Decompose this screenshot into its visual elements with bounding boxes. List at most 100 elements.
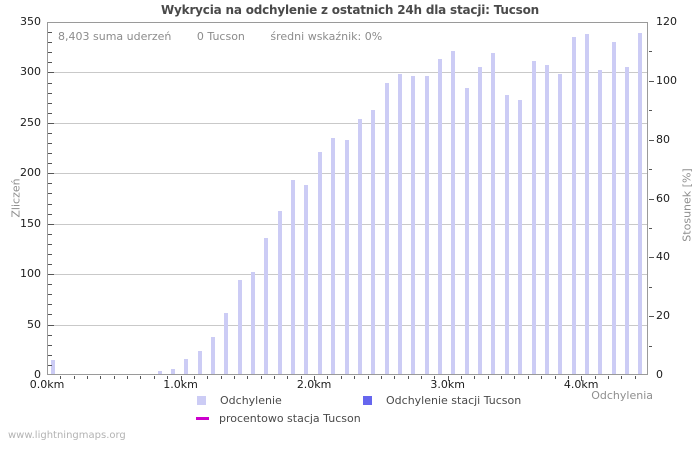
left-axis-tick (48, 314, 52, 316)
bar (224, 313, 229, 374)
bar (544, 65, 549, 374)
bar (491, 53, 496, 374)
y-axis-label-left: Zliczeń (9, 178, 23, 218)
bar (464, 88, 469, 374)
left-axis-tick (48, 92, 52, 94)
x-axis-tick (514, 376, 515, 379)
footer-url: www.lightningmaps.org (8, 430, 126, 441)
left-axis-tick-label: 150 (20, 216, 41, 230)
left-axis-tick (48, 203, 52, 205)
right-axis-tick-label: 40 (656, 250, 670, 264)
bar (344, 140, 349, 374)
right-axis-tick (649, 110, 652, 112)
bar (438, 59, 442, 374)
bar (478, 67, 483, 374)
bar (424, 76, 429, 374)
right-axis-tick-label: 80 (656, 132, 670, 146)
left-axis-tick (48, 213, 52, 215)
summary-total-strikes: 8,403 suma uderzeń (58, 30, 172, 43)
left-axis-tick (48, 294, 52, 296)
right-axis-tick (649, 316, 654, 318)
x-axis-title: Odchylenia (591, 389, 653, 402)
right-axis-tick (649, 286, 652, 288)
left-axis-tick (48, 233, 52, 235)
gridline (48, 122, 647, 124)
x-axis-tick (301, 376, 302, 379)
x-axis-tick (621, 376, 622, 379)
x-axis-tick (408, 376, 409, 379)
left-axis-tick (48, 32, 52, 34)
deviation-swatch-icon (197, 396, 206, 405)
right-axis-tick (649, 257, 654, 259)
chart-title: Wykrycia na odchylenie z ostatnich 24h d… (161, 3, 539, 17)
x-axis-tick (274, 376, 275, 379)
left-axis-tick (48, 364, 52, 366)
left-axis-tick (48, 143, 52, 145)
left-axis-tick (48, 284, 52, 286)
left-axis-tick (48, 82, 52, 84)
legend-item-deviation: Odchylenie (197, 394, 282, 407)
legend-label-percent-station: procentowo stacja Tucson (219, 412, 361, 425)
left-axis-tick-label: 350 (20, 15, 41, 28)
left-axis-tick (48, 112, 52, 114)
left-axis-tick (48, 304, 52, 306)
x-axis-tick (221, 376, 222, 379)
summary-average-ratio: średni wskaźnik: 0% (270, 30, 383, 43)
left-axis-tick (48, 193, 52, 195)
left-axis-tick (48, 173, 54, 175)
x-axis-tick (421, 376, 422, 379)
bar (317, 152, 322, 374)
left-axis-tick (48, 223, 54, 225)
x-axis-tick (341, 376, 342, 379)
bar (331, 138, 336, 374)
bar (304, 185, 309, 374)
x-axis-tick (287, 376, 288, 379)
bar (237, 280, 242, 374)
x-axis-tick (608, 376, 609, 379)
right-axis-tick (649, 198, 654, 200)
y-axis-label-right: Stosunek [%] (680, 168, 694, 242)
left-axis-tick-label: 0 (34, 368, 41, 381)
x-axis-tick (314, 376, 315, 381)
right-axis-tick-label: 100 (656, 73, 677, 87)
left-axis-tick (48, 42, 52, 44)
bar (584, 34, 589, 374)
x-axis-tick (207, 376, 208, 379)
bar (371, 110, 376, 374)
right-axis-tick (649, 80, 654, 82)
x-axis-tick (581, 376, 582, 381)
x-axis-tick (555, 376, 556, 379)
left-axis-tick (48, 163, 52, 165)
legend-item-percent-station: procentowo stacja Tucson (196, 412, 361, 425)
x-axis-tick (474, 376, 475, 379)
bar (157, 371, 162, 374)
bar (598, 70, 603, 374)
x-axis-tick-label: 4.0km (563, 378, 599, 391)
bar (170, 369, 175, 374)
plot-area: 8,403 suma uderzeń 0 Tucson średni wskaź… (47, 22, 648, 375)
left-axis-tick (48, 334, 52, 336)
x-axis-tick-label: 0.0km (29, 378, 65, 391)
x-axis-tick (541, 376, 542, 379)
x-axis-tick (488, 376, 489, 379)
bar (624, 67, 629, 374)
right-axis-tick (649, 51, 652, 53)
x-axis-tick (154, 376, 155, 379)
x-axis-tick (327, 376, 328, 379)
bar (197, 351, 202, 374)
x-axis-tick (234, 376, 235, 379)
x-axis-tick (194, 376, 195, 379)
gridline (48, 72, 647, 74)
left-axis-tick-label: 300 (20, 65, 41, 79)
x-axis-tick (100, 376, 101, 379)
percent-line-swatch-icon (196, 417, 209, 420)
left-axis-tick (48, 344, 52, 346)
right-axis-tick-label: 20 (656, 309, 670, 323)
x-axis-tick (394, 376, 395, 379)
left-axis-tick (48, 264, 52, 266)
x-axis-tick (181, 376, 182, 381)
plot-summary: 8,403 suma uderzeń 0 Tucson średni wskaź… (58, 30, 404, 43)
x-axis-tick (568, 376, 569, 379)
bar (184, 359, 189, 374)
x-axis-tick (261, 376, 262, 379)
